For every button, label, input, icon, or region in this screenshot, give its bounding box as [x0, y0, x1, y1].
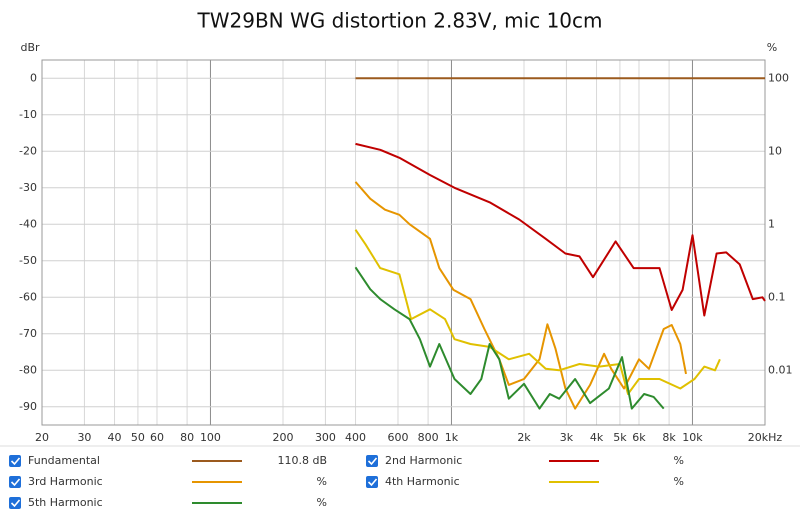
y2-axis-label: %	[767, 41, 777, 54]
series-line	[354, 181, 687, 410]
x-tick-label: 200	[273, 431, 294, 444]
y-tick-label: -20	[19, 144, 37, 157]
legend-item: 5th Harmonic%	[9, 496, 327, 509]
checkbox-check	[10, 457, 21, 466]
legend-checkbox[interactable]	[366, 455, 378, 467]
legend-label: 3rd Harmonic	[28, 475, 103, 488]
legend-item: 2nd Harmonic%	[366, 454, 684, 467]
y-tick-label: -70	[19, 327, 37, 340]
checkbox-check	[367, 478, 378, 487]
y2-tick-label: 0.1	[768, 290, 786, 303]
y2-tick-label: 0.01	[768, 363, 793, 376]
y-tick-label: -90	[19, 400, 37, 413]
x-tick-label: 300	[315, 431, 336, 444]
y-tick-label: -40	[19, 217, 37, 230]
legend-readout: %	[674, 454, 684, 467]
chart-title: TW29BN WG distortion 2.83V, mic 10cm	[197, 9, 603, 33]
x-tick-label: 400	[345, 431, 366, 444]
x-tick-label: 3k	[560, 431, 574, 444]
x-tick-label: 6k	[632, 431, 646, 444]
x-tick-label: 8k	[662, 431, 676, 444]
x-tick-label: 10k	[682, 431, 703, 444]
legend: Fundamental 110.8 dB 2nd Harmonic %3rd Harm…	[9, 454, 684, 509]
y-tick-label: -50	[19, 254, 37, 267]
checkbox-check	[10, 499, 21, 508]
legend-checkbox[interactable]	[366, 476, 378, 488]
series-lines	[354, 77, 766, 410]
y-tick-label: -60	[19, 290, 37, 303]
x-tick-label: 4k	[590, 431, 604, 444]
y-tick-label: -80	[19, 363, 37, 376]
legend-label: 4th Harmonic	[385, 475, 460, 488]
series-line	[354, 229, 721, 395]
checkbox-check	[10, 478, 21, 487]
legend-label: Fundamental	[28, 454, 100, 467]
legend-readout: %	[674, 475, 684, 488]
plot-frame	[41, 59, 766, 426]
x-tick-label: 600	[387, 431, 408, 444]
x-tick-label: 50	[131, 431, 145, 444]
y-tick-label: -30	[19, 181, 37, 194]
x-tick-label: 100	[200, 431, 221, 444]
legend-checkbox[interactable]	[9, 476, 21, 488]
legend-checkbox[interactable]	[9, 455, 21, 467]
x-tick-label: 20	[35, 431, 49, 444]
legend-readout: %	[317, 475, 327, 488]
x-tick-label: 800	[418, 431, 439, 444]
x-tick-label: 20kHz	[748, 431, 783, 444]
x-tick-label: 2k	[517, 431, 531, 444]
axis-labels: 20 30 40 50 60 80 100 200 300 400 600 800 1k 2k 3k 4k 5k…	[19, 71, 792, 444]
series-line	[354, 266, 665, 410]
y-tick-label: -10	[19, 108, 37, 121]
legend-item: 3rd Harmonic%	[9, 475, 327, 488]
checkbox-check	[367, 457, 378, 466]
legend-label: 5th Harmonic	[28, 496, 103, 509]
legend-readout: %	[317, 496, 327, 509]
y2-tick-label: 10	[768, 144, 782, 157]
legend-checkbox[interactable]	[9, 497, 21, 509]
x-tick-label: 40	[108, 431, 122, 444]
y-tick-label: 0	[30, 71, 37, 84]
series-line	[355, 142, 766, 317]
y-axis-label: dBr	[20, 41, 40, 54]
x-tick-label: 1k	[445, 431, 459, 444]
x-tick-label: 5k	[613, 431, 627, 444]
y2-tick-label: 100	[768, 71, 789, 84]
x-tick-label: 80	[180, 431, 194, 444]
legend-readout: 110.8 dB	[277, 454, 327, 467]
x-tick-label: 30	[77, 431, 91, 444]
x-tick-label: 60	[150, 431, 164, 444]
y2-tick-label: 1	[768, 217, 775, 230]
legend-item: 4th Harmonic%	[366, 475, 684, 488]
legend-item: Fundamental 110.8 dB	[9, 454, 327, 467]
legend-label: 2nd Harmonic	[385, 454, 462, 467]
